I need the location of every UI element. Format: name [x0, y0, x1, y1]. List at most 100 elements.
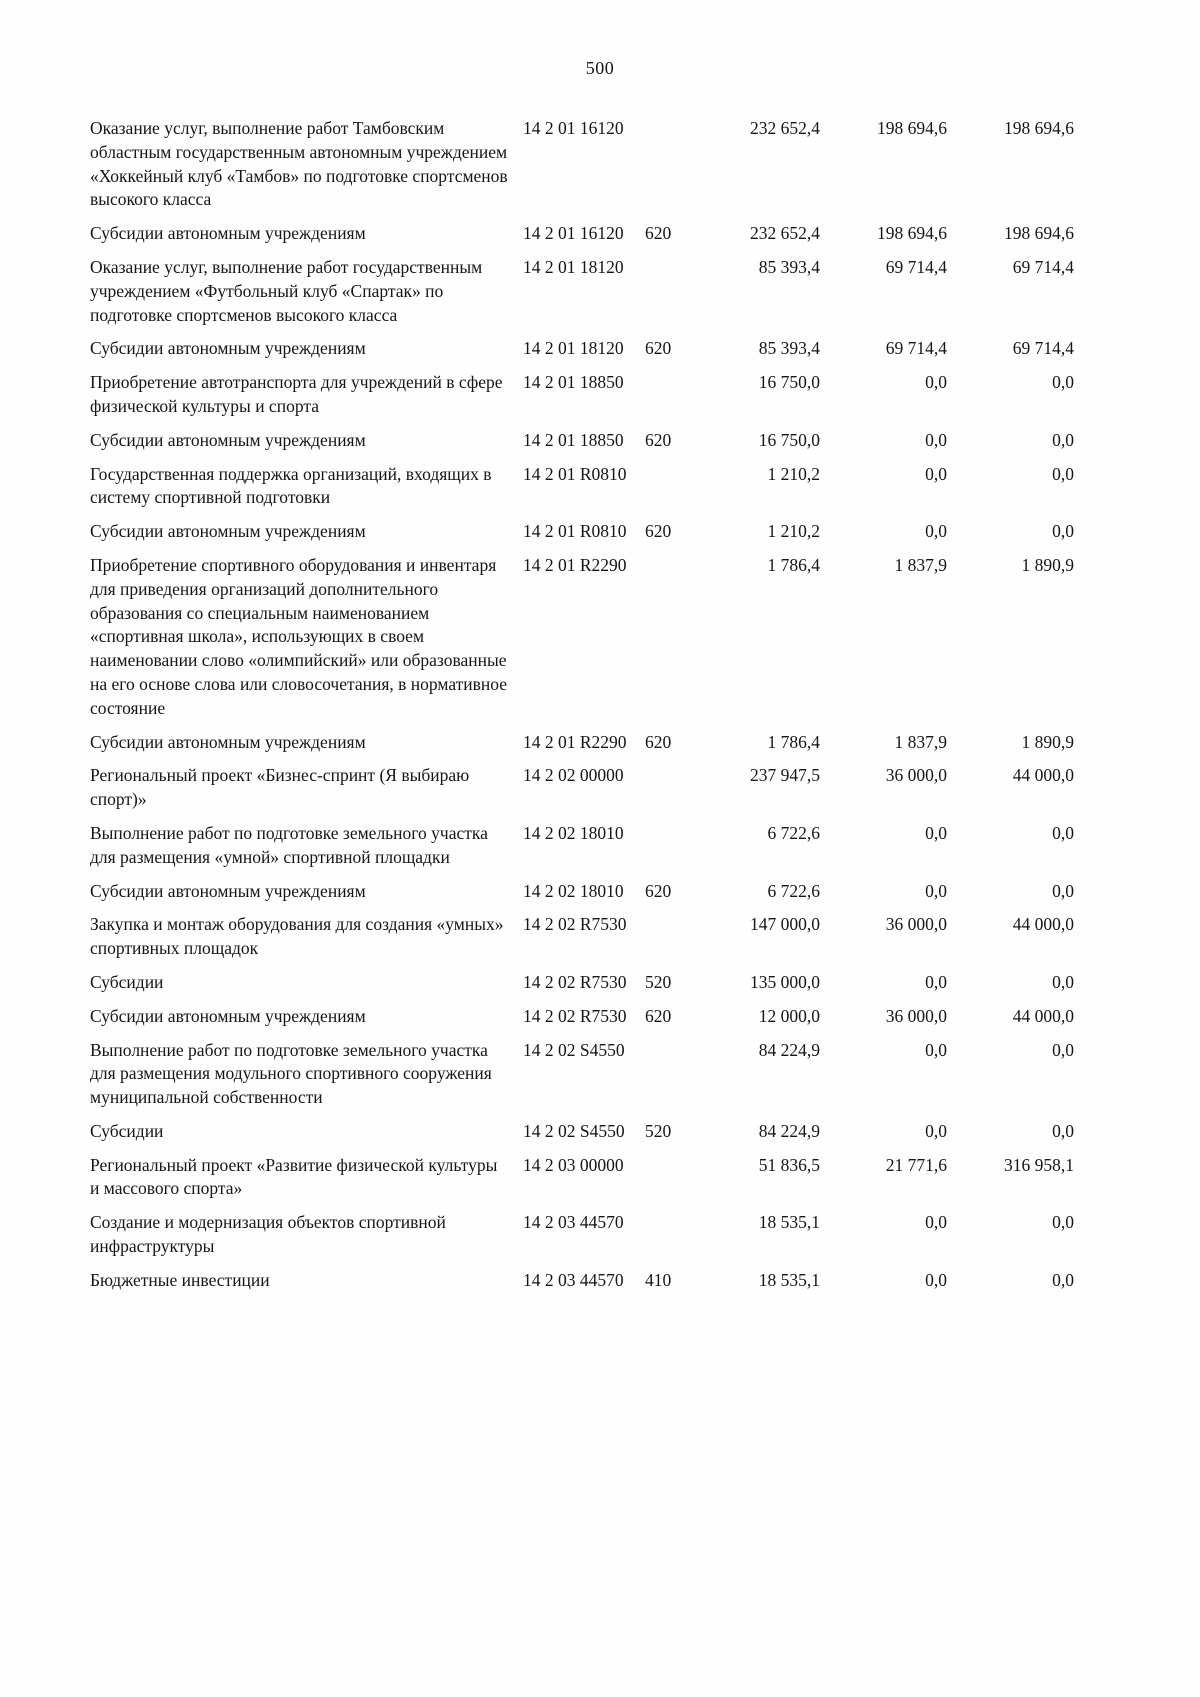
table-row: Выполнение работ по подготовке земельног… [90, 1039, 1074, 1110]
table-row: Оказание услуг, выполнение работ государ… [90, 256, 1074, 327]
row-code: 14 2 03 00000 [523, 1154, 624, 1175]
row-amount-year2: 21 771,6 [885, 1154, 947, 1175]
row-amount-year3: 0,0 [1052, 971, 1074, 992]
row-name: Субсидии [90, 1120, 164, 1141]
row-expense-type-code [645, 1154, 695, 1202]
row-code: 14 2 02 18010 [523, 822, 624, 843]
row-amount-year2: 1 837,9 [894, 731, 948, 752]
row-amount-year2: 0,0 [925, 1212, 947, 1233]
row-amount-year1: 232 652,4 [750, 118, 820, 138]
row-amount-year3: 69 714,4 [1012, 338, 1074, 359]
table-row: Субсидии 14 2 02 R7530 520 135 000,0 0,0 0,0 [90, 971, 1074, 995]
row-amount-year1: 1 786,4 [767, 731, 821, 752]
row-expense-type-code: 620 [645, 429, 672, 450]
row-amount-year3: 1 890,9 [1021, 731, 1075, 752]
row-name: Закупка и монтаж оборудования для создан… [90, 914, 504, 959]
row-name: Создание и модернизация объектов спортив… [90, 1212, 446, 1257]
row-code: 14 2 03 44570 [523, 1212, 624, 1233]
row-amount-year2: 36 000,0 [885, 1005, 947, 1026]
row-expense-type-code [645, 913, 695, 961]
page-number: 500 [585, 58, 615, 78]
row-amount-year3: 0,0 [1052, 880, 1074, 901]
row-code: 14 2 02 R7530 [523, 914, 627, 935]
row-expense-type-code [645, 822, 695, 870]
row-amount-year3: 0,0 [1052, 521, 1074, 542]
row-amount-year3: 0,0 [1052, 372, 1074, 393]
row-code: 14 2 01 R2290 [523, 731, 627, 752]
row-amount-year3: 198 694,6 [1004, 223, 1074, 244]
row-name: Субсидии автономным учреждениям [90, 880, 366, 901]
row-amount-year1: 232 652,4 [750, 223, 820, 244]
row-expense-type-code [645, 463, 695, 511]
row-amount-year2: 1 837,9 [894, 554, 948, 575]
row-expense-type-code: 620 [645, 880, 672, 901]
row-code: 14 2 01 18850 [523, 429, 624, 450]
row-amount-year2: 0,0 [925, 521, 947, 542]
row-amount-year2: 0,0 [925, 463, 947, 484]
row-code: 14 2 03 44570 [523, 1269, 624, 1290]
row-amount-year3: 69 714,4 [1012, 256, 1074, 277]
row-amount-year3: 0,0 [1052, 463, 1074, 484]
table-row: Субсидии автономным учреждениям 14 2 01 1… [90, 429, 1074, 453]
row-amount-year3: 44 000,0 [1012, 765, 1074, 786]
row-amount-year1: 51 836,5 [758, 1154, 820, 1175]
row-code: 14 2 01 18120 [523, 338, 624, 359]
row-expense-type-code: 620 [645, 338, 672, 359]
row-amount-year2: 0,0 [925, 372, 947, 393]
table-row: Субсидии автономным учреждениям 14 2 01 1… [90, 222, 1074, 246]
row-code: 14 2 01 R2290 [523, 554, 627, 575]
table-row: Государственная поддержка организаций, в… [90, 463, 1074, 511]
row-name: Оказание услуг, выполнение работ государ… [90, 256, 483, 325]
row-amount-year1: 12 000,0 [758, 1005, 820, 1026]
row-expense-type-code [645, 117, 695, 212]
row-amount-year1: 147 000,0 [750, 914, 820, 935]
row-amount-year1: 16 750,0 [758, 372, 820, 393]
row-amount-year2: 69 714,4 [885, 338, 947, 359]
row-name: Выполнение работ по подготовке земельног… [90, 1039, 492, 1108]
row-amount-year3: 1 890,9 [1021, 554, 1075, 575]
table-row: Оказание услуг, выполнение работ Тамбовс… [90, 117, 1074, 212]
row-amount-year2: 198 694,6 [877, 118, 947, 138]
row-amount-year1: 84 224,9 [758, 1120, 820, 1141]
row-amount-year2: 0,0 [925, 822, 947, 843]
row-amount-year2: 0,0 [925, 429, 947, 450]
row-amount-year3: 44 000,0 [1012, 1005, 1074, 1026]
table-row: Выполнение работ по подготовке земельног… [90, 822, 1074, 870]
row-code: 14 2 02 S4550 [523, 1039, 625, 1060]
row-amount-year2: 0,0 [925, 1039, 947, 1060]
row-amount-year1: 16 750,0 [758, 429, 820, 450]
row-expense-type-code: 520 [645, 1120, 672, 1141]
row-amount-year1: 6 722,6 [767, 880, 821, 901]
row-code: 14 2 02 R7530 [523, 971, 627, 992]
table-row: Приобретение автотранспорта для учрежден… [90, 371, 1074, 419]
row-code: 14 2 01 R0810 [523, 463, 627, 484]
row-amount-year2: 0,0 [925, 971, 947, 992]
row-amount-year2: 0,0 [925, 880, 947, 901]
row-amount-year3: 44 000,0 [1012, 914, 1074, 935]
row-name: Субсидии [90, 971, 164, 992]
budget-table: Оказание услуг, выполнение работ Тамбовс… [0, 117, 1200, 1293]
row-amount-year2: 36 000,0 [885, 765, 947, 786]
row-name: Субсидии автономным учреждениям [90, 521, 366, 542]
row-amount-year1: 135 000,0 [750, 971, 820, 992]
row-name: Выполнение работ по подготовке земельног… [90, 822, 488, 867]
table-row: Субсидии автономным учреждениям 14 2 01 R… [90, 731, 1074, 755]
row-code: 14 2 02 S4550 [523, 1120, 625, 1141]
row-amount-year2: 198 694,6 [877, 223, 947, 244]
row-amount-year1: 1 210,2 [767, 521, 821, 542]
row-expense-type-code: 620 [645, 1005, 672, 1026]
row-amount-year3: 198 694,6 [1004, 118, 1074, 138]
row-expense-type-code [645, 371, 695, 419]
row-amount-year1: 1 786,4 [767, 554, 821, 575]
row-amount-year1: 6 722,6 [767, 822, 821, 843]
row-amount-year2: 36 000,0 [885, 914, 947, 935]
table-row: Субсидии 14 2 02 S4550 520 84 224,9 0,0 0,0 [90, 1120, 1074, 1144]
row-expense-type-code [645, 1211, 695, 1259]
table-row: Субсидии автономным учреждениям 14 2 01 1… [90, 337, 1074, 361]
row-amount-year3: 316 958,1 [1004, 1154, 1074, 1175]
row-name: Субсидии автономным учреждениям [90, 338, 366, 359]
row-expense-type-code: 620 [645, 223, 672, 244]
row-amount-year3: 0,0 [1052, 429, 1074, 450]
row-code: 14 2 01 R0810 [523, 521, 627, 542]
row-name: Субсидии автономным учреждениям [90, 223, 366, 244]
